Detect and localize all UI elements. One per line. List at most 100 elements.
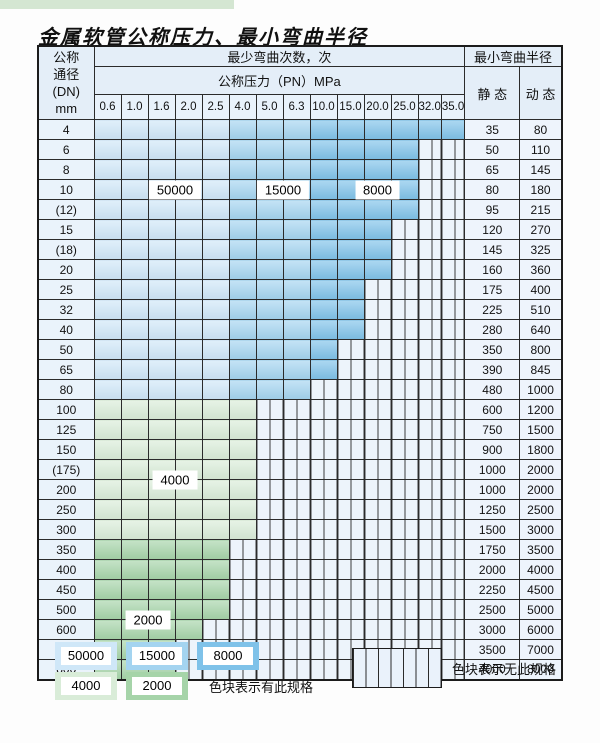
nospec-cell — [417, 539, 442, 560]
spec-cell — [93, 199, 122, 220]
spec-cell — [309, 179, 338, 200]
spec-cell — [93, 299, 122, 320]
nospec-cell — [282, 459, 311, 480]
spec-cell — [147, 579, 176, 600]
nospec-cell — [440, 559, 466, 580]
nospec-cell — [309, 459, 338, 480]
spec-table: 公称 通径 (DN) mm 最少弯曲次数，次 最小弯曲半径 公称压力（PN）MPa 静… — [37, 45, 563, 681]
nospec-cell — [390, 219, 419, 240]
spec-cell — [390, 199, 419, 220]
spec-cell — [120, 219, 149, 240]
static-value-cell: 145 — [464, 239, 521, 260]
dynamic-value-cell: 2000 — [519, 479, 563, 500]
nospec-cell — [390, 479, 419, 500]
dn-cell: 65 — [37, 359, 95, 380]
dn-cell: 25 — [37, 279, 95, 300]
legend-no-spec-swatch — [352, 648, 442, 688]
spec-cell — [120, 459, 149, 480]
pressure-col-header: 32.0 — [417, 94, 442, 120]
dynamic-value-cell: 6000 — [519, 619, 563, 640]
spec-cell — [174, 119, 203, 140]
spec-cell — [255, 359, 284, 380]
spec-cell — [120, 479, 149, 500]
spec-cell — [174, 519, 203, 540]
static-value-cell: 900 — [464, 439, 521, 460]
dynamic-value-cell: 270 — [519, 219, 563, 240]
pressure-col-header: 5.0 — [255, 94, 284, 120]
dynamic-value-cell: 4000 — [519, 559, 563, 580]
spec-cell — [255, 159, 284, 180]
nospec-cell — [363, 299, 392, 320]
nospec-cell — [390, 419, 419, 440]
spec-cell — [120, 319, 149, 340]
nospec-cell — [336, 439, 365, 460]
table-row: 250 1250 2500 — [37, 499, 563, 520]
pressure-col-header: 20.0 — [363, 94, 392, 120]
spec-cell — [120, 119, 149, 140]
spec-cell — [147, 439, 176, 460]
static-value-cell: 4000 — [464, 659, 521, 680]
spec-cell — [201, 499, 230, 520]
nospec-cell — [336, 579, 365, 600]
dn-cell: 50 — [37, 339, 95, 360]
spec-cell — [201, 239, 230, 260]
table-row: 150 900 1800 — [37, 439, 563, 460]
nospec-cell — [282, 579, 311, 600]
table-row: (175) 1000 2000 — [37, 459, 563, 480]
nospec-cell — [363, 539, 392, 560]
dn-cell: 8 — [37, 159, 95, 180]
spec-cell — [174, 399, 203, 420]
nospec-cell — [440, 619, 466, 640]
spec-cell — [228, 159, 257, 180]
nospec-cell — [282, 559, 311, 580]
spec-cell — [120, 299, 149, 320]
spec-cell — [147, 379, 176, 400]
spec-cell — [228, 319, 257, 340]
dn-cell: 500 — [37, 599, 95, 620]
spec-cell — [282, 159, 311, 180]
spec-cell — [363, 119, 392, 140]
nospec-cell — [228, 579, 257, 600]
nospec-cell — [417, 319, 442, 340]
nospec-cell — [255, 459, 284, 480]
spec-cell — [309, 199, 338, 220]
spec-cell — [228, 339, 257, 360]
spec-cell — [120, 139, 149, 160]
nospec-cell — [282, 479, 311, 500]
nospec-cell — [390, 279, 419, 300]
spec-cell — [228, 279, 257, 300]
spec-cell — [336, 199, 365, 220]
spec-cell — [282, 339, 311, 360]
static-value-cell: 2500 — [464, 599, 521, 620]
spec-cell — [201, 379, 230, 400]
spec-cell — [309, 239, 338, 260]
dynamic-value-cell: 2500 — [519, 499, 563, 520]
spec-cell — [93, 559, 122, 580]
dn-cell: 40 — [37, 319, 95, 340]
dn-column-header: 公称 通径 (DN) mm — [37, 45, 95, 120]
nospec-cell — [390, 559, 419, 580]
nospec-cell — [282, 439, 311, 460]
nospec-cell — [440, 279, 466, 300]
table-row: 400 2000 4000 — [37, 559, 563, 580]
nospec-cell — [363, 559, 392, 580]
nospec-cell — [440, 659, 466, 680]
table-row: 32 225 510 — [37, 299, 563, 320]
spec-cell — [255, 199, 284, 220]
dynamic-value-cell: 1000 — [519, 379, 563, 400]
nospec-cell — [255, 399, 284, 420]
nospec-cell — [336, 399, 365, 420]
nospec-cell — [390, 499, 419, 520]
spec-cell — [93, 279, 122, 300]
dn-cell: 350 — [37, 539, 95, 560]
spec-cell — [255, 339, 284, 360]
spec-cell — [147, 119, 176, 140]
nospec-cell — [417, 419, 442, 440]
nospec-cell — [309, 539, 338, 560]
spec-cell — [282, 299, 311, 320]
spec-cell — [174, 499, 203, 520]
nospec-cell — [309, 399, 338, 420]
spec-cell — [147, 319, 176, 340]
spec-cell — [255, 219, 284, 240]
spec-cell — [255, 279, 284, 300]
